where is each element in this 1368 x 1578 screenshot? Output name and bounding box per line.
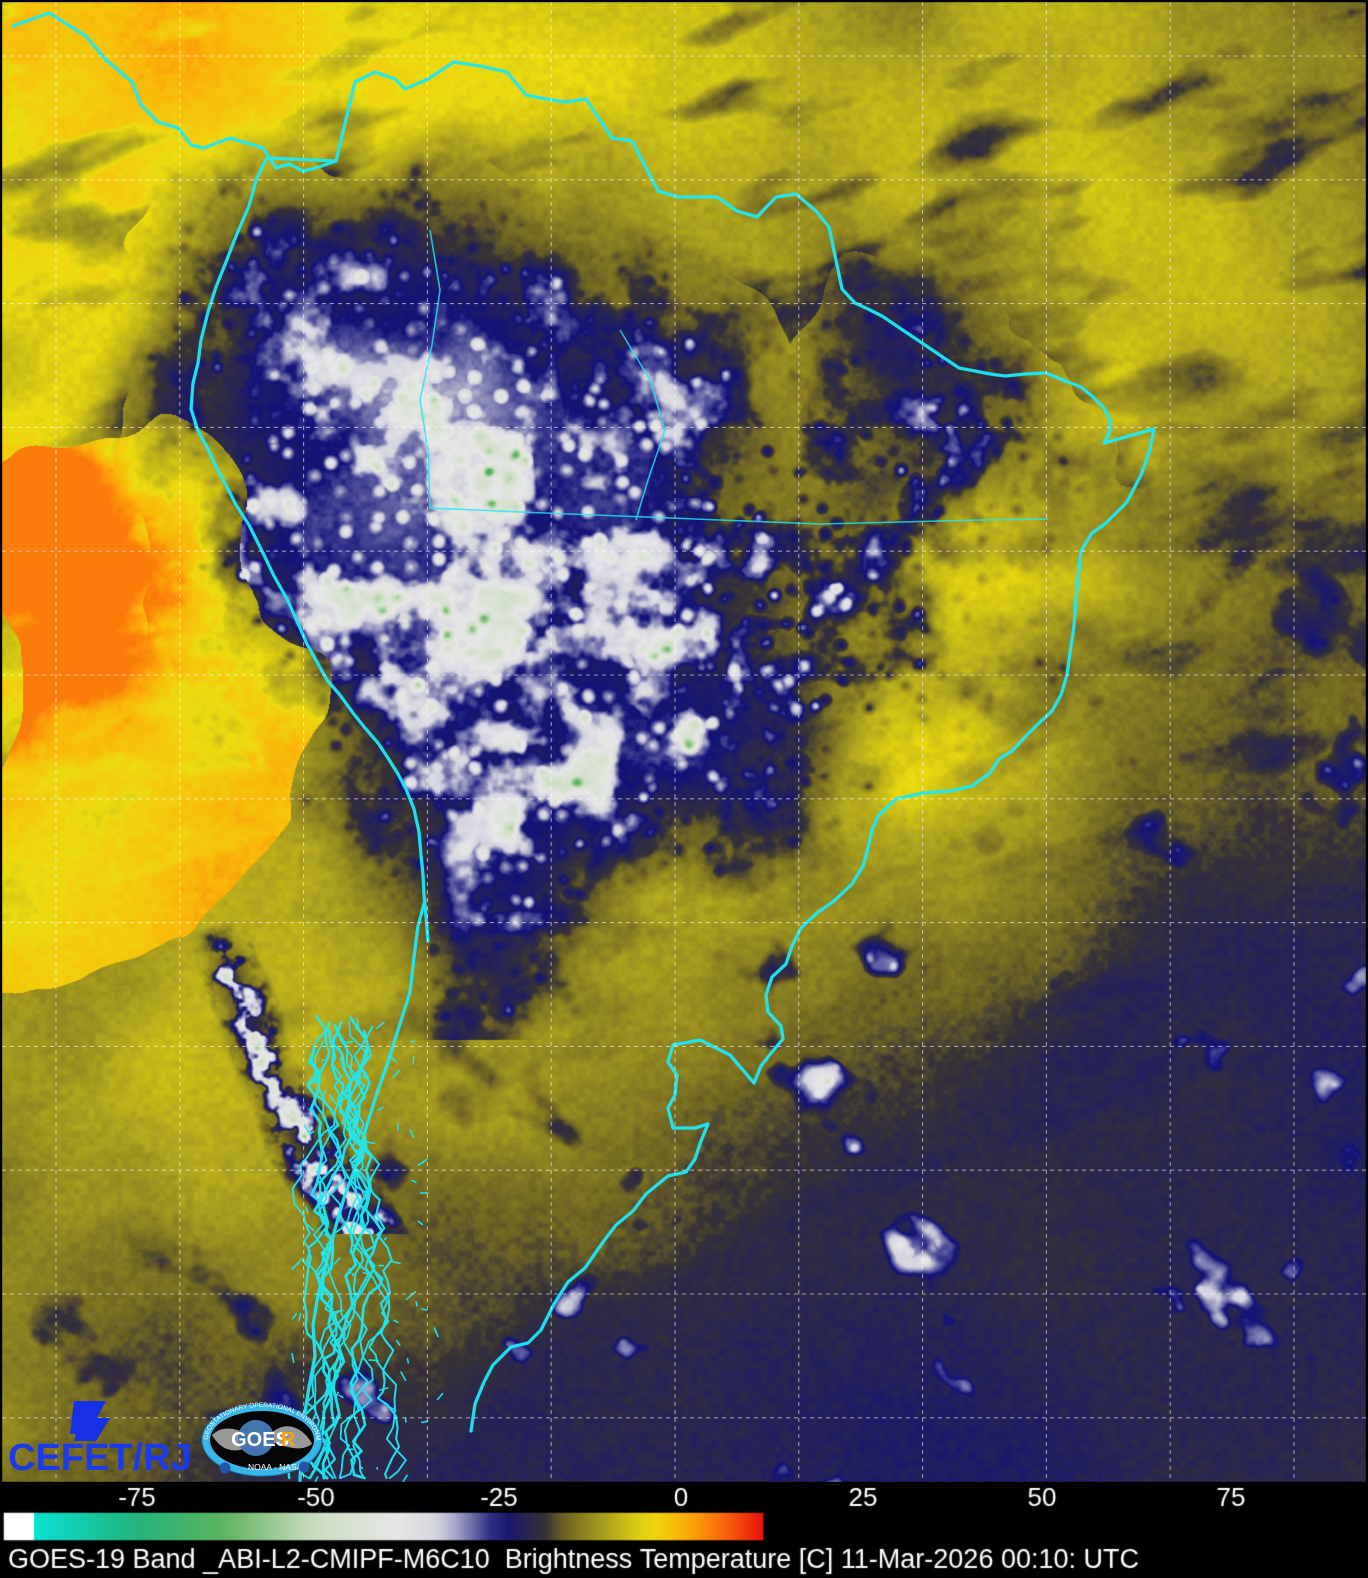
svg-text:R: R [281,1429,296,1451]
svg-text:CEFET/RJ: CEFET/RJ [8,1437,192,1479]
svg-text:NOAA - NASA: NOAA - NASA [248,1462,303,1472]
